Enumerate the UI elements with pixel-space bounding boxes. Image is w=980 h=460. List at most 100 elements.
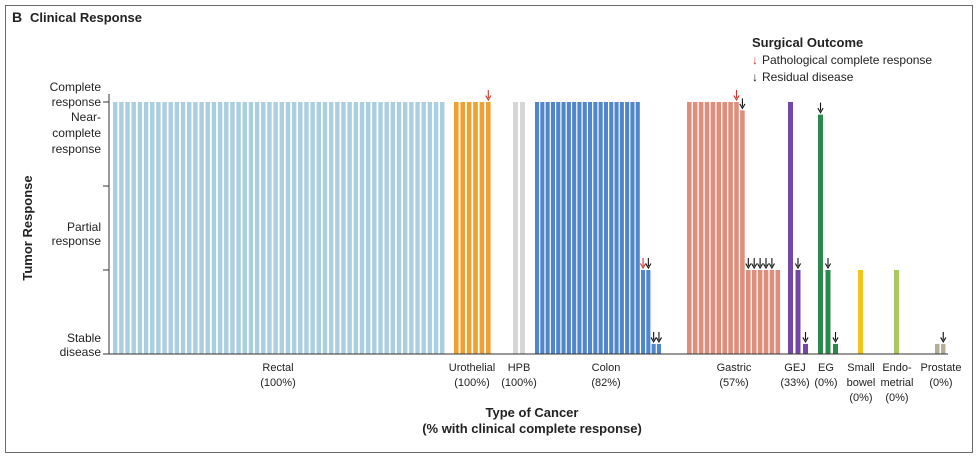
bar [651, 343, 656, 354]
bar [335, 102, 340, 354]
bar [230, 102, 235, 354]
bar [603, 102, 608, 354]
category-label-line: Gastric [717, 362, 752, 374]
bar [746, 270, 751, 354]
bar [734, 102, 739, 354]
bar [236, 102, 241, 354]
bar [692, 102, 698, 354]
category-label: Endo-metrial (0%) [880, 362, 913, 404]
category-label-line: (0%) [929, 377, 952, 389]
legend-label: Residual disease [762, 70, 854, 84]
bar [193, 102, 198, 354]
bar [125, 102, 130, 354]
bar [454, 102, 459, 354]
y-tick-label-line: Partial [67, 220, 101, 234]
bar [168, 102, 173, 354]
y-tick-label-line: Complete [50, 80, 102, 94]
bar [941, 343, 946, 354]
bar [427, 102, 433, 354]
residual-arrow [817, 102, 824, 114]
bar [540, 102, 545, 354]
bar [279, 102, 284, 354]
bar [187, 102, 192, 354]
category-label: Prostate (0%) [921, 362, 962, 389]
residual-arrow [645, 258, 652, 270]
bar [341, 102, 346, 354]
bar [131, 102, 136, 354]
bar [740, 110, 745, 355]
residual-legend-arrow: ↓ [752, 70, 758, 84]
bar [273, 102, 278, 354]
bar [609, 102, 614, 354]
category-label: Rectal (100%) [260, 362, 295, 389]
y-tick-label-line: response [52, 234, 102, 248]
category-label-line: EG [818, 362, 834, 374]
category-label: Small bowel (0%) [847, 362, 876, 404]
category-label-line: Endo- [882, 362, 912, 374]
outcome-arrows [485, 90, 947, 344]
category-label-line: Rectal [262, 362, 293, 374]
legend-title: Surgical Outcome [752, 35, 863, 50]
category-label-line: (82%) [591, 377, 620, 389]
bar [630, 102, 635, 354]
bar [550, 102, 555, 354]
y-tick-label: Near-complete response [52, 110, 102, 156]
category-label: HPB (100%) [501, 362, 536, 389]
bar [304, 102, 309, 354]
bar [566, 102, 571, 354]
residual-arrow [832, 331, 839, 344]
bar [217, 102, 223, 354]
bar [513, 102, 518, 354]
category-label: Colon (82%) [591, 362, 620, 389]
category-label: EG (0%) [814, 362, 837, 389]
bar [440, 102, 445, 354]
bar [310, 102, 315, 354]
bar [298, 102, 303, 354]
bar [119, 102, 124, 354]
y-tick-label: Stable disease [60, 331, 102, 359]
bar [113, 102, 118, 354]
bar [267, 102, 272, 354]
bar [656, 343, 661, 354]
group-gej [788, 102, 808, 354]
bar [180, 102, 186, 354]
pcr-arrow [733, 90, 740, 102]
bar [322, 102, 328, 354]
category-label-line: Small [847, 362, 875, 374]
group-prostate [935, 343, 946, 354]
bar [390, 102, 396, 354]
bar [710, 102, 716, 354]
legend-label: Pathological complete response [762, 53, 932, 67]
bar [261, 102, 266, 354]
bar [415, 102, 420, 354]
category-label: Gastric (57%) [717, 362, 752, 389]
category-label-line: bowel [847, 377, 876, 389]
bar [803, 343, 808, 354]
bar [433, 102, 439, 354]
bar [460, 102, 465, 354]
bar [535, 102, 540, 354]
x-axis-title-line: (% with clinical complete response) [422, 421, 642, 436]
bar [687, 102, 692, 354]
bar [588, 102, 593, 354]
bar [716, 102, 722, 354]
residual-arrow [762, 258, 770, 270]
group-colon [535, 102, 661, 354]
bar [409, 102, 414, 354]
bar [365, 102, 371, 354]
bar [378, 102, 383, 354]
bar [757, 270, 763, 354]
bars [113, 102, 946, 355]
bar [935, 343, 940, 354]
category-label-line: (0%) [885, 392, 908, 404]
bar [285, 102, 291, 354]
bar [248, 102, 254, 354]
group-small-bowel [858, 270, 863, 354]
residual-arrow [757, 258, 764, 270]
bar [545, 102, 550, 354]
bar [577, 102, 582, 354]
bar [137, 102, 143, 354]
group-hpb [513, 102, 525, 354]
category-label-line: HPB [508, 362, 531, 374]
panel-title: Clinical Response [30, 10, 142, 25]
